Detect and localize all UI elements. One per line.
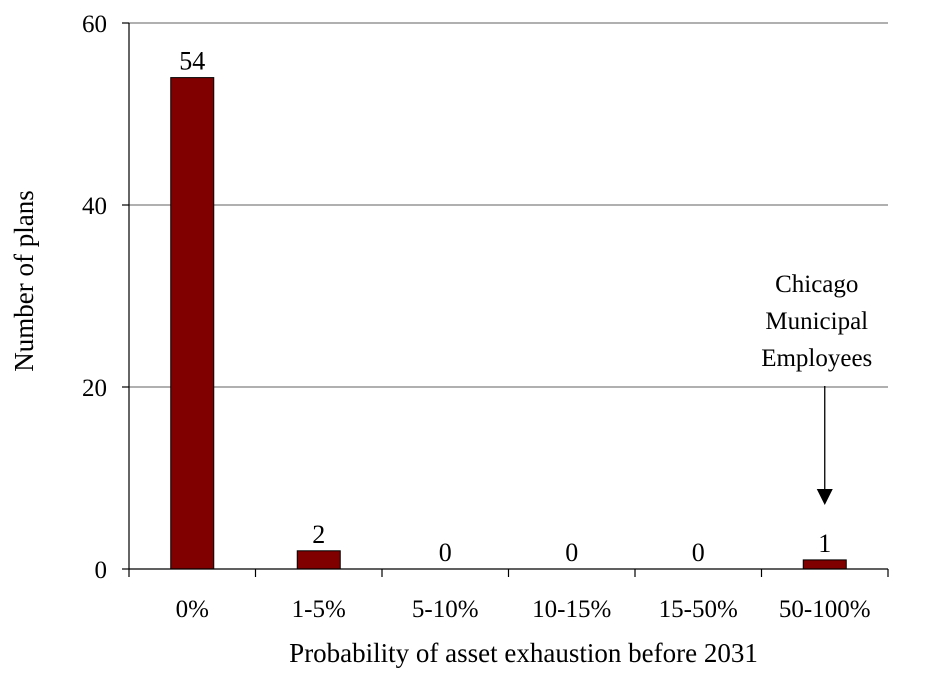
annotation-line-1: Chicago (775, 271, 858, 298)
x-tick-label: 0% (176, 596, 209, 623)
data-label: 0 (439, 538, 452, 567)
x-tick-label: 15-50% (659, 596, 738, 623)
bar (170, 77, 215, 570)
grid-lines (129, 22, 888, 388)
data-label: 1 (818, 529, 831, 558)
data-label: 54 (179, 47, 205, 76)
data-labels: 54 2 0 0 0 1 (179, 47, 831, 567)
x-tick-label: 5-10% (412, 596, 479, 623)
y-tick-label: 20 (82, 375, 107, 402)
annotation-line-2: Municipal (765, 308, 868, 335)
x-tick-label: 50-100% (779, 596, 871, 623)
annotation: Chicago Municipal Employees (761, 271, 872, 505)
bars (170, 77, 847, 570)
y-axis-title: Number of plans (9, 190, 39, 371)
arrow-down-icon (816, 489, 833, 505)
x-tick-labels: 0% 1-5% 5-10% 10-15% 15-50% 50-100% (128, 569, 889, 623)
x-tick-label: 10-15% (532, 596, 611, 623)
data-label: 0 (565, 538, 578, 567)
data-label: 2 (312, 520, 325, 549)
x-tick-label: 1-5% (292, 596, 346, 623)
y-tick-label: 60 (82, 11, 107, 38)
y-tick-label: 40 (82, 193, 107, 220)
y-tick-label: 0 (95, 557, 108, 584)
y-tick-labels: 0 20 40 60 (82, 11, 129, 584)
bar (802, 559, 847, 570)
bar (296, 550, 341, 570)
x-axis-title: Probability of asset exhaustion before 2… (289, 638, 758, 668)
annotation-line-3: Employees (761, 345, 872, 372)
data-label: 0 (692, 538, 705, 567)
